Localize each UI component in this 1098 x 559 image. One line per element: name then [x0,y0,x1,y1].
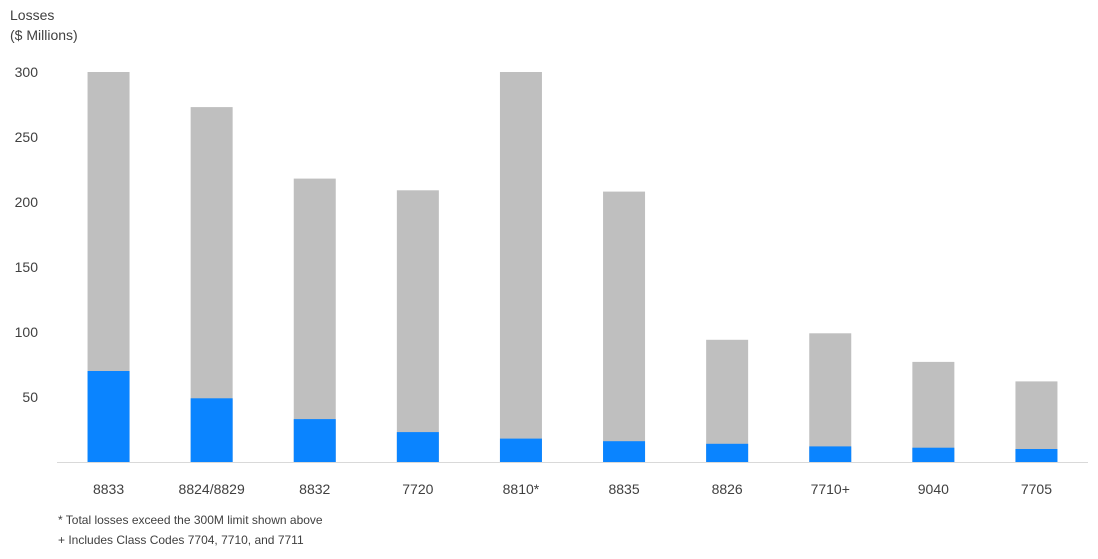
y-tick-label-200: 200 [15,194,39,210]
footnote-plus: + Includes Class Codes 7704, 7710, and 7… [58,533,304,547]
x-tick-label-8835: 8835 [608,481,639,497]
x-tick-label-7710+: 7710+ [811,481,850,497]
x-tick-label-8824/8829: 8824/8829 [179,481,245,497]
bar-series-2-7705 [1015,449,1058,462]
y-axis-title: Losses ($ Millions) [10,5,78,45]
bar-series-2-8824/8829 [190,398,233,462]
bar-series-1-8810* [499,72,542,462]
x-tick-label-8826: 8826 [712,481,743,497]
x-tick-label-8832: 8832 [299,481,330,497]
bar-series-1-7720 [396,190,439,463]
footnotes: * Total losses exceed the 300M limit sho… [58,510,323,550]
bar-series-1-8826 [706,339,749,462]
y-tick-label-50: 50 [22,389,38,405]
bar-series-1-7705 [1015,381,1058,462]
bar-series-1-9040 [912,361,955,462]
x-tick-label-8810*: 8810* [503,481,540,497]
bar-series-1-8832 [293,178,336,462]
y-tick-label-150: 150 [15,259,39,275]
bar-series-2-8835 [603,441,646,462]
bar-series-2-7710+ [809,446,852,462]
y-axis-title-line-1: Losses [10,7,55,23]
x-tick-label-7705: 7705 [1021,481,1052,497]
bar-series-2-8826 [706,443,749,462]
bar-series-2-8810* [499,438,542,462]
y-tick-label-100: 100 [15,324,39,340]
footnote-asterisk: * Total losses exceed the 300M limit sho… [58,513,323,527]
bar-series-2-9040 [912,447,955,462]
x-tick-label-7720: 7720 [402,481,433,497]
bar-series-2-8833 [87,371,130,462]
bar-series-1-8835 [603,191,646,462]
y-axis-title-line-2: ($ Millions) [10,27,78,43]
bar-series-2-8832 [293,419,336,462]
bar-chart: 50 100 150 200 250 300 8833 8824/8829 8832 7720 88… [15,64,1088,497]
bar-series-2-7720 [396,432,439,462]
y-tick-label-300: 300 [15,64,39,80]
y-tick-label-250: 250 [15,129,39,145]
x-tick-label-8833: 8833 [93,481,124,497]
x-tick-label-9040: 9040 [918,481,949,497]
bar-series-1-7710+ [809,333,852,462]
